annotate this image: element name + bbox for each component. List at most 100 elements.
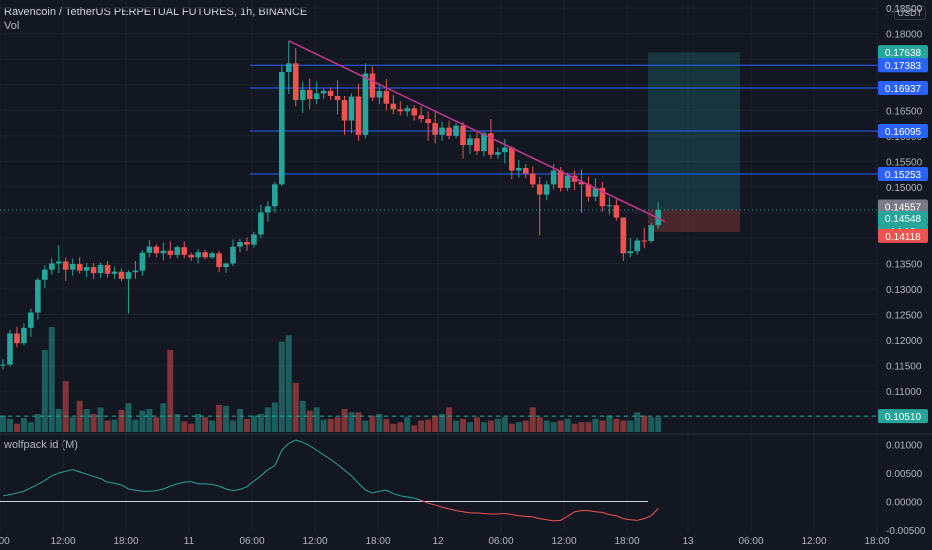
volume-bar bbox=[397, 422, 404, 432]
candle-body bbox=[592, 187, 599, 197]
indicator-line-segment bbox=[93, 475, 101, 480]
volume-bar bbox=[376, 413, 383, 432]
indicator-line-segment bbox=[400, 495, 408, 498]
time-tick-label: 12 bbox=[432, 536, 444, 547]
candle-body bbox=[578, 181, 585, 185]
indicator-line-segment bbox=[546, 519, 554, 522]
volume-bar bbox=[160, 403, 167, 432]
indicator-line-segment bbox=[630, 519, 638, 521]
volume-bar bbox=[41, 349, 48, 432]
volume-bar bbox=[655, 417, 662, 432]
candle-body bbox=[202, 252, 208, 258]
candle-body bbox=[139, 252, 146, 271]
candle-body bbox=[299, 89, 306, 101]
candle-body bbox=[76, 264, 83, 271]
candle-body bbox=[7, 333, 13, 365]
indicator-line-segment bbox=[184, 481, 192, 483]
candle-body bbox=[550, 170, 557, 185]
price-label-badge bbox=[878, 409, 928, 424]
time-tick-label: 6:00 bbox=[0, 536, 10, 547]
candle-body bbox=[111, 271, 118, 274]
candle-body bbox=[348, 96, 355, 121]
time-tick-label: 06:00 bbox=[738, 536, 763, 547]
candle-body bbox=[543, 184, 550, 195]
indicator-line-segment bbox=[30, 483, 39, 489]
volume-bar bbox=[425, 419, 432, 432]
candle-body bbox=[167, 250, 174, 255]
indicator-line-segment bbox=[511, 514, 519, 517]
candle-body bbox=[439, 127, 445, 135]
volume-bar bbox=[299, 400, 306, 432]
time-tick-label: 12:00 bbox=[302, 536, 327, 547]
price-label-text: 0.14557 bbox=[885, 203, 922, 214]
indicator-line-segment bbox=[448, 508, 457, 512]
candle-body bbox=[146, 246, 153, 253]
volume-bar bbox=[306, 410, 313, 432]
indicator-line-segment bbox=[323, 454, 331, 460]
volume-bar bbox=[278, 341, 285, 432]
indicator-tick-label: 0.00000 bbox=[886, 498, 923, 509]
candle-body bbox=[474, 138, 480, 152]
volume-bar bbox=[250, 415, 257, 432]
candle-body bbox=[557, 170, 564, 188]
price-label-text: 0.14548 bbox=[885, 214, 922, 225]
chart-title: Ravencoin / TetherUS PERPETUAL FUTURES, … bbox=[4, 6, 308, 18]
currency-badge[interactable]: USDT bbox=[893, 6, 926, 20]
indicator-line-segment bbox=[623, 518, 631, 521]
candle-body bbox=[258, 212, 264, 235]
indicator-line-segment bbox=[274, 450, 283, 466]
candle-body bbox=[446, 127, 452, 136]
volume-bar bbox=[13, 423, 20, 432]
volume-bar bbox=[439, 413, 446, 432]
candle-body bbox=[369, 73, 376, 98]
volume-bar bbox=[564, 418, 571, 432]
indicator-line-segment bbox=[644, 515, 652, 520]
volume-bar bbox=[627, 420, 634, 432]
volume-bar bbox=[257, 413, 264, 432]
candle-body bbox=[376, 90, 383, 98]
indicator-line-segment bbox=[135, 489, 143, 492]
price-label-badge bbox=[878, 166, 928, 181]
volume-bar bbox=[188, 423, 195, 432]
price-tick-label: 0.12000 bbox=[886, 336, 923, 347]
candle-body bbox=[83, 267, 90, 271]
time-tick-label: 12:00 bbox=[801, 536, 826, 547]
volume-bar bbox=[599, 420, 606, 432]
price-tick-label: 0.11000 bbox=[886, 387, 922, 398]
indicator-line-segment bbox=[518, 515, 526, 517]
price-label-badge bbox=[878, 58, 928, 73]
candle-body bbox=[223, 263, 229, 268]
volume-bar bbox=[48, 327, 55, 432]
candle-body bbox=[404, 108, 411, 112]
candle-body bbox=[279, 72, 285, 185]
time-tick-label: 11 bbox=[184, 536, 195, 547]
trendline bbox=[288, 40, 666, 223]
indicator-line-segment bbox=[421, 499, 429, 504]
volume-bar bbox=[501, 417, 508, 432]
price-label-text: 0.17383 bbox=[885, 61, 922, 72]
indicator-line-segment bbox=[316, 449, 324, 456]
volume-bar bbox=[390, 423, 397, 432]
price-label-badge bbox=[878, 199, 928, 214]
indicator-line-segment bbox=[37, 480, 46, 485]
indicator-line-segment bbox=[309, 445, 317, 451]
candle-body bbox=[362, 73, 369, 135]
volume-bar bbox=[348, 412, 355, 432]
volume-bar bbox=[522, 420, 529, 432]
price-tick-label: 0.16500 bbox=[886, 106, 923, 117]
candle-body bbox=[42, 269, 48, 280]
volume-bar bbox=[543, 420, 550, 432]
candle-body bbox=[132, 270, 139, 273]
volume-bar bbox=[536, 417, 543, 432]
volume-bar bbox=[153, 417, 160, 432]
indicator-line-segment bbox=[428, 502, 436, 506]
volume-bar bbox=[494, 418, 501, 432]
indicator-line-segment bbox=[302, 441, 310, 447]
candle-body bbox=[648, 225, 655, 242]
candle-body bbox=[397, 109, 404, 112]
indicator-line-segment bbox=[393, 493, 401, 497]
price-tick-label: 0.13000 bbox=[886, 285, 923, 296]
time-tick-label: 06:00 bbox=[239, 536, 264, 547]
indicator-line-segment bbox=[337, 464, 345, 471]
